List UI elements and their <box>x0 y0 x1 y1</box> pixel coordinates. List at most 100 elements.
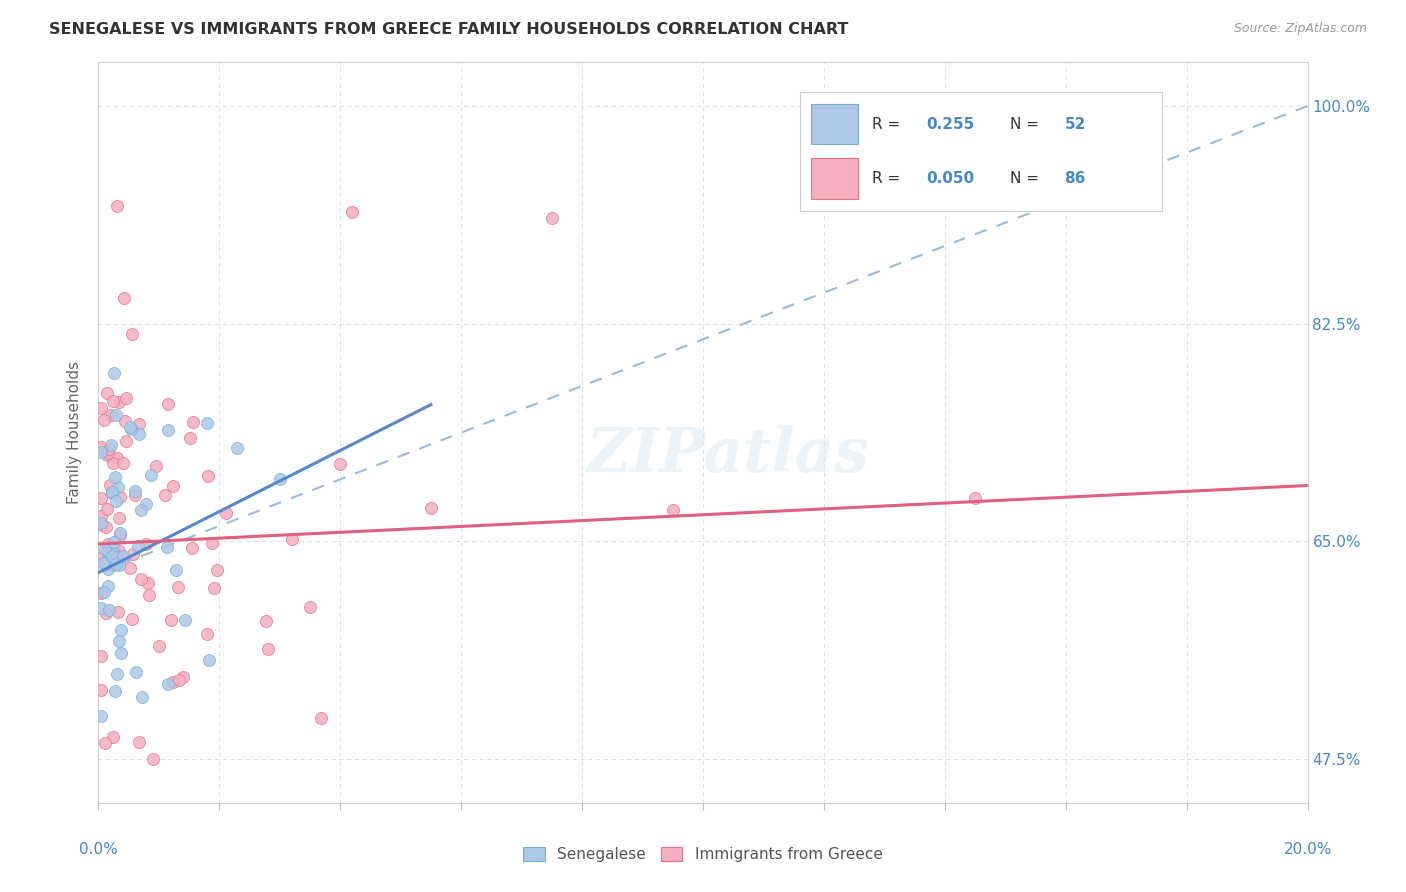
Point <box>111 456 134 470</box>
Point <box>342 204 364 219</box>
Point <box>90 445 112 459</box>
Point <box>127 539 149 553</box>
Point <box>105 198 128 212</box>
Point <box>90 440 112 454</box>
Point <box>101 456 124 470</box>
Point <box>179 431 201 445</box>
Point <box>93 556 115 570</box>
Point <box>94 541 117 556</box>
Point <box>100 485 122 500</box>
Text: SENEGALESE VS IMMIGRANTS FROM GREECE FAMILY HOUSEHOLDS CORRELATION CHART: SENEGALESE VS IMMIGRANTS FROM GREECE FAM… <box>49 22 849 37</box>
Point <box>118 420 141 434</box>
Point <box>101 393 124 408</box>
Point <box>148 639 170 653</box>
Point <box>107 394 129 409</box>
Point <box>226 441 249 455</box>
Point <box>281 533 304 547</box>
Point <box>104 557 127 571</box>
Text: 0.0%: 0.0% <box>79 842 118 856</box>
Text: Source: ZipAtlas.com: Source: ZipAtlas.com <box>1233 22 1367 36</box>
Point <box>96 385 118 400</box>
Point <box>98 603 121 617</box>
Point <box>90 517 112 532</box>
Point <box>90 708 112 723</box>
Point <box>329 457 352 471</box>
Point <box>97 562 120 576</box>
Point <box>97 445 120 459</box>
Point <box>174 613 197 627</box>
Point <box>112 291 135 305</box>
Point <box>215 506 238 520</box>
Point <box>108 527 131 541</box>
Point <box>157 423 180 437</box>
Point <box>183 415 205 429</box>
Point <box>96 448 118 462</box>
Point <box>129 503 152 517</box>
Point <box>114 391 136 405</box>
Point <box>97 579 120 593</box>
Point <box>104 408 127 422</box>
Point <box>105 493 128 508</box>
Point <box>128 427 150 442</box>
Point <box>128 735 150 749</box>
Point <box>90 586 112 600</box>
Point <box>91 556 114 570</box>
Point <box>121 327 143 342</box>
Point <box>198 653 221 667</box>
Point <box>101 484 124 499</box>
Point <box>90 649 112 664</box>
Point <box>110 647 132 661</box>
Point <box>103 730 125 744</box>
Point <box>104 548 127 562</box>
Point <box>204 581 226 595</box>
Point <box>93 413 115 427</box>
Point <box>103 469 125 483</box>
Point <box>101 549 124 563</box>
Point <box>195 627 218 641</box>
Point <box>165 563 187 577</box>
Point <box>107 558 129 572</box>
Point <box>93 584 115 599</box>
Point <box>156 397 179 411</box>
Point <box>97 537 120 551</box>
Point <box>661 503 683 517</box>
Legend: Senegalese, Immigrants from Greece: Senegalese, Immigrants from Greece <box>517 840 889 868</box>
Point <box>101 541 124 556</box>
Point <box>90 401 112 415</box>
Point <box>124 483 146 498</box>
Point <box>159 613 181 627</box>
Point <box>135 497 157 511</box>
Point <box>108 526 131 541</box>
Point <box>156 540 179 554</box>
Point <box>90 551 112 566</box>
Point <box>94 606 117 620</box>
Point <box>145 459 167 474</box>
Point <box>90 683 112 698</box>
Point <box>172 670 194 684</box>
Point <box>104 683 127 698</box>
Point <box>100 409 122 423</box>
Point <box>105 667 128 681</box>
Point <box>136 575 159 590</box>
Point <box>103 535 125 549</box>
Point <box>100 477 122 491</box>
Point <box>141 467 163 482</box>
Point <box>96 502 118 516</box>
Point <box>269 472 291 486</box>
Point <box>114 414 136 428</box>
Point <box>122 547 145 561</box>
Point <box>118 561 141 575</box>
Text: 20.0%: 20.0% <box>1284 842 1331 856</box>
Point <box>90 508 112 523</box>
Point <box>128 417 150 431</box>
Point <box>167 673 190 687</box>
Point <box>141 752 163 766</box>
Point <box>103 366 125 380</box>
Point <box>97 442 120 456</box>
Point <box>309 710 332 724</box>
Point <box>299 600 322 615</box>
Point <box>100 438 122 452</box>
Point <box>98 858 121 872</box>
Point <box>138 588 160 602</box>
Point <box>162 479 184 493</box>
